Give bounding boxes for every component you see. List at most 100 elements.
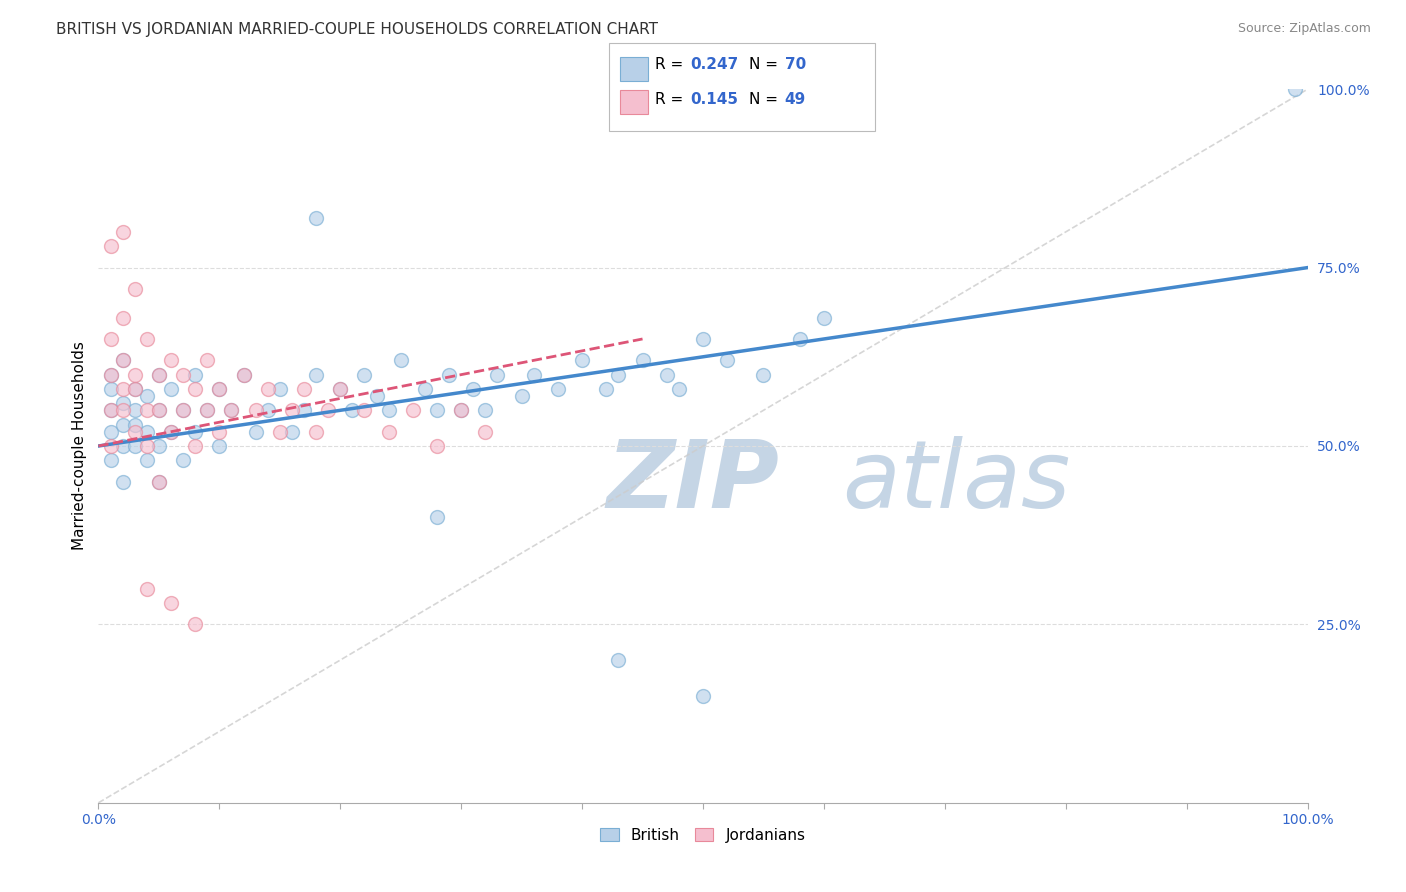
Point bbox=[172, 403, 194, 417]
Point bbox=[256, 382, 278, 396]
Point bbox=[148, 368, 170, 382]
Point bbox=[269, 425, 291, 439]
Point bbox=[426, 510, 449, 524]
Text: ZIP: ZIP bbox=[606, 435, 779, 528]
Point bbox=[160, 425, 183, 439]
Point bbox=[269, 382, 291, 396]
Point bbox=[172, 403, 194, 417]
Point bbox=[607, 653, 630, 667]
Point bbox=[208, 382, 231, 396]
Point bbox=[655, 368, 678, 382]
Point bbox=[595, 382, 617, 396]
Point bbox=[426, 439, 449, 453]
Point bbox=[100, 368, 122, 382]
Point bbox=[135, 425, 157, 439]
Point bbox=[111, 382, 134, 396]
Point bbox=[245, 425, 267, 439]
Point bbox=[111, 475, 134, 489]
Point bbox=[450, 403, 472, 417]
Point bbox=[195, 403, 218, 417]
Point bbox=[292, 382, 315, 396]
Point bbox=[100, 368, 122, 382]
Point bbox=[437, 368, 460, 382]
Point bbox=[510, 389, 533, 403]
Text: R =: R = bbox=[655, 57, 689, 71]
Point bbox=[135, 403, 157, 417]
Point bbox=[124, 425, 146, 439]
Point bbox=[256, 403, 278, 417]
Point bbox=[486, 368, 509, 382]
Point bbox=[1284, 82, 1306, 96]
Point bbox=[124, 368, 146, 382]
Point bbox=[160, 353, 183, 368]
Point bbox=[474, 425, 496, 439]
Point bbox=[366, 389, 388, 403]
Point bbox=[692, 689, 714, 703]
Point bbox=[111, 417, 134, 432]
Point bbox=[135, 453, 157, 467]
Point bbox=[450, 403, 472, 417]
Point bbox=[124, 403, 146, 417]
Point bbox=[100, 239, 122, 253]
Point bbox=[160, 382, 183, 396]
Point bbox=[111, 403, 134, 417]
Text: N =: N = bbox=[749, 93, 783, 107]
Point bbox=[426, 403, 449, 417]
Point bbox=[716, 353, 738, 368]
Point bbox=[631, 353, 654, 368]
Point bbox=[377, 403, 399, 417]
Point bbox=[232, 368, 254, 382]
Point bbox=[148, 368, 170, 382]
Point bbox=[172, 368, 194, 382]
Point bbox=[100, 403, 122, 417]
Point bbox=[124, 282, 146, 296]
Point bbox=[124, 439, 146, 453]
Point bbox=[463, 382, 485, 396]
Point bbox=[100, 332, 122, 346]
Point bbox=[668, 382, 690, 396]
Point bbox=[111, 396, 134, 410]
Point bbox=[100, 439, 122, 453]
Point bbox=[135, 332, 157, 346]
Point bbox=[523, 368, 546, 382]
Text: 0.145: 0.145 bbox=[690, 93, 738, 107]
Point bbox=[160, 425, 183, 439]
Point bbox=[305, 425, 328, 439]
Text: N =: N = bbox=[749, 57, 783, 71]
Point bbox=[281, 425, 304, 439]
Point bbox=[813, 310, 835, 325]
Text: 70: 70 bbox=[785, 57, 806, 71]
Point bbox=[184, 382, 207, 396]
Point bbox=[111, 225, 134, 239]
Point bbox=[342, 403, 364, 417]
Point bbox=[148, 403, 170, 417]
Point bbox=[353, 403, 375, 417]
Text: R =: R = bbox=[655, 93, 689, 107]
Point bbox=[752, 368, 775, 382]
Point bbox=[135, 439, 157, 453]
Point bbox=[111, 439, 134, 453]
Point bbox=[329, 382, 352, 396]
Point bbox=[148, 475, 170, 489]
Point bbox=[547, 382, 569, 396]
Point bbox=[184, 425, 207, 439]
Point bbox=[413, 382, 436, 396]
Point bbox=[329, 382, 352, 396]
Point bbox=[389, 353, 412, 368]
Point bbox=[184, 617, 207, 632]
Point bbox=[571, 353, 593, 368]
Point bbox=[184, 439, 207, 453]
Point bbox=[692, 332, 714, 346]
Point bbox=[208, 382, 231, 396]
Point bbox=[607, 368, 630, 382]
Point bbox=[195, 403, 218, 417]
Point bbox=[148, 403, 170, 417]
Point bbox=[172, 453, 194, 467]
Point bbox=[124, 382, 146, 396]
Legend: British, Jordanians: British, Jordanians bbox=[595, 822, 811, 848]
Point bbox=[305, 368, 328, 382]
Text: 49: 49 bbox=[785, 93, 806, 107]
Point bbox=[195, 353, 218, 368]
Point bbox=[353, 368, 375, 382]
Point bbox=[281, 403, 304, 417]
